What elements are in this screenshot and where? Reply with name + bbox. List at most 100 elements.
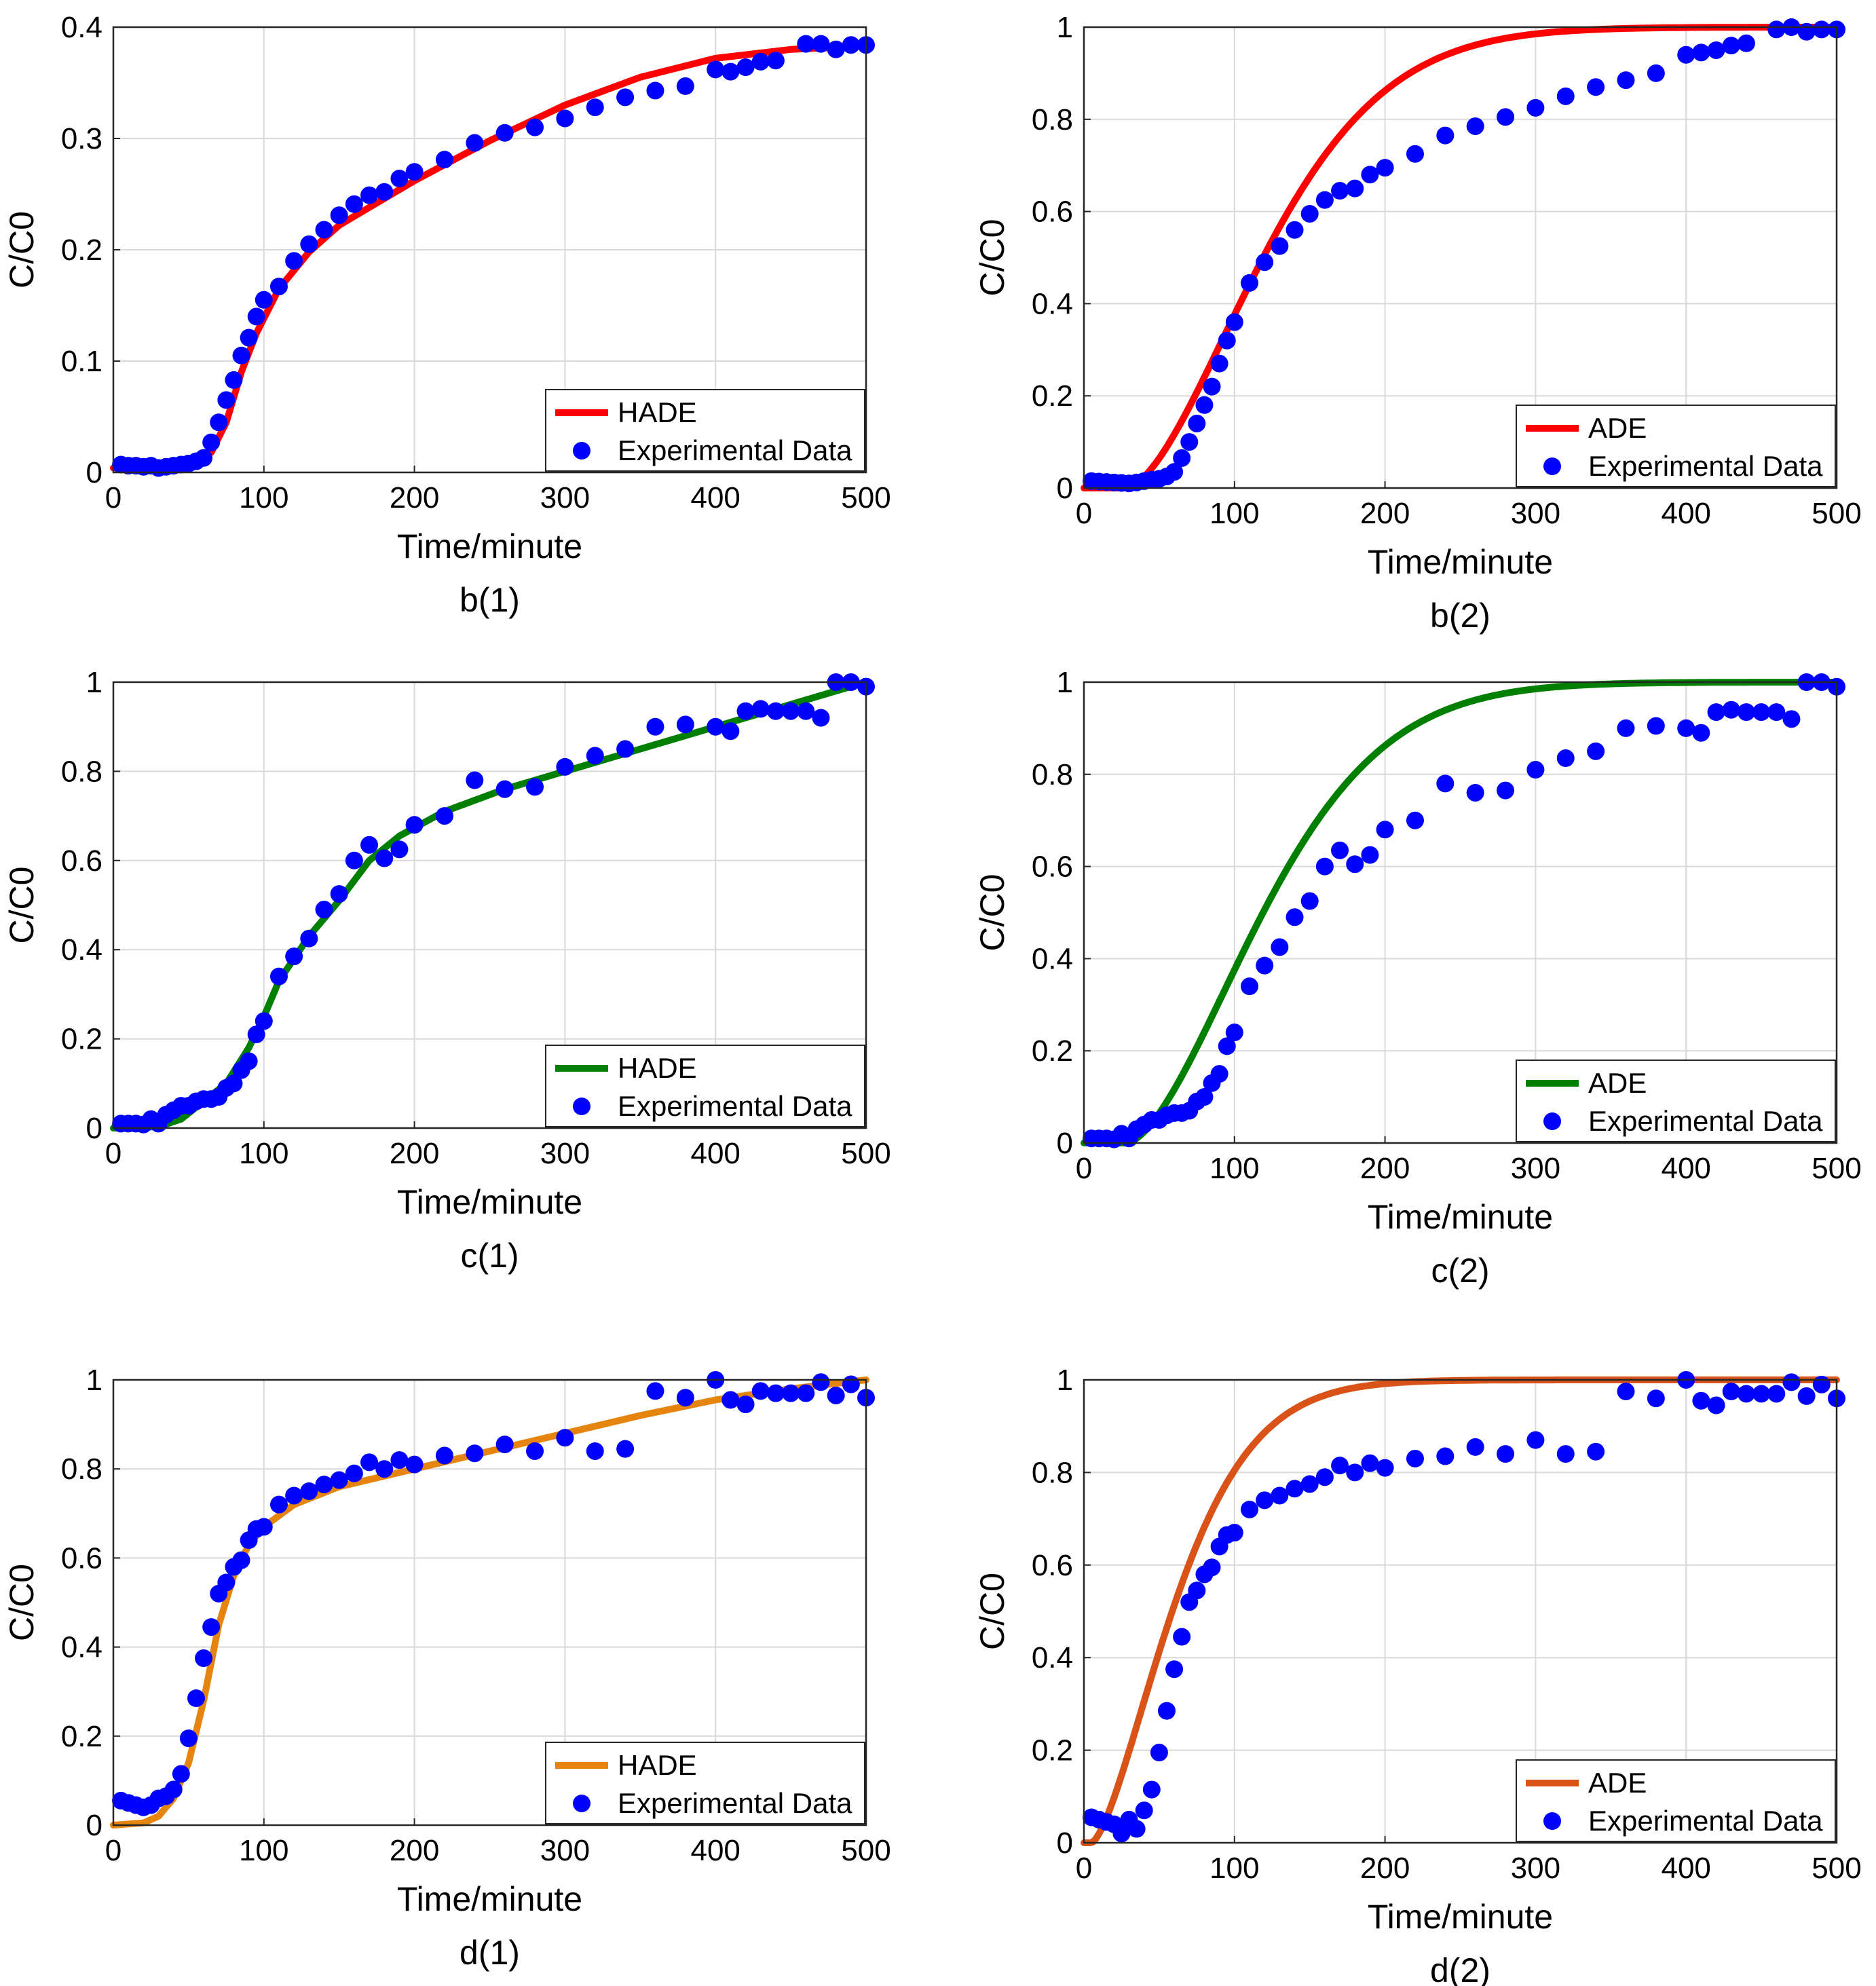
y-tick-label: 1 xyxy=(1057,11,1073,44)
data-point xyxy=(269,1495,288,1514)
data-point xyxy=(1797,1387,1816,1405)
y-tick-label: 0 xyxy=(86,456,102,489)
data-point xyxy=(1767,20,1786,39)
data-point xyxy=(526,1442,544,1460)
x-axis-label: Time/minute xyxy=(397,527,582,565)
data-point xyxy=(812,35,830,53)
data-point xyxy=(1173,1628,1191,1646)
data-point xyxy=(1722,37,1740,55)
data-point xyxy=(1165,463,1184,481)
y-tick-label: 0.6 xyxy=(61,844,102,878)
data-point xyxy=(646,81,664,100)
data-point xyxy=(330,885,348,903)
data-point xyxy=(797,1384,815,1402)
data-point xyxy=(172,1765,190,1783)
data-point xyxy=(1331,1457,1349,1475)
data-point xyxy=(1346,855,1364,874)
data-point xyxy=(300,235,318,253)
data-point xyxy=(466,134,484,152)
data-point xyxy=(1361,846,1379,864)
y-axis-label: C/C0 xyxy=(3,1564,41,1641)
data-point xyxy=(1737,703,1755,722)
legend-data-label: Experimental Data xyxy=(618,1090,852,1122)
data-point xyxy=(1376,1459,1394,1477)
data-point xyxy=(1767,703,1786,722)
legend-model-label: ADE xyxy=(1588,1067,1647,1099)
legend-point-swatch xyxy=(573,1098,590,1115)
data-point xyxy=(812,1373,830,1391)
data-point xyxy=(255,291,273,309)
x-tick-label: 200 xyxy=(1360,1152,1410,1185)
chart-caption: b(1) xyxy=(459,581,520,619)
data-point xyxy=(240,329,258,347)
data-point xyxy=(1497,108,1515,126)
data-point xyxy=(812,709,830,727)
data-point xyxy=(375,183,394,201)
data-point xyxy=(217,1573,236,1592)
data-point xyxy=(1315,857,1334,876)
x-tick-label: 300 xyxy=(540,1834,590,1867)
data-point xyxy=(556,757,574,776)
legend-box xyxy=(1516,1759,1836,1842)
data-point xyxy=(1127,1820,1146,1838)
legend: HADE Experimental Data xyxy=(545,1742,865,1824)
y-tick-label: 0.4 xyxy=(1032,1641,1073,1674)
data-point xyxy=(1286,908,1304,926)
y-tick-label: 1 xyxy=(86,1364,102,1397)
y-tick-label: 0 xyxy=(1057,472,1073,505)
data-point xyxy=(330,1471,348,1489)
x-tick-label: 100 xyxy=(1209,1152,1259,1185)
data-point xyxy=(1361,166,1379,184)
data-point xyxy=(1195,1088,1214,1106)
data-point xyxy=(1218,1037,1236,1055)
data-point xyxy=(1556,87,1575,105)
y-tick-label: 0.6 xyxy=(61,1541,102,1575)
legend: ADE Experimental Data xyxy=(1516,405,1836,487)
legend-point-swatch xyxy=(1543,1812,1561,1830)
data-point xyxy=(1677,719,1695,737)
data-point xyxy=(1195,396,1214,414)
data-point xyxy=(1300,204,1319,223)
data-point xyxy=(1225,313,1243,331)
y-axis-label: C/C0 xyxy=(973,1573,1011,1650)
y-tick-label: 0.8 xyxy=(61,1453,102,1486)
data-point xyxy=(1497,781,1515,800)
model-curve-hade xyxy=(110,42,869,472)
data-point xyxy=(1767,1385,1786,1403)
data-point xyxy=(1406,145,1424,163)
data-point xyxy=(1707,703,1725,722)
data-point xyxy=(495,1436,514,1454)
y-tick-label: 0.6 xyxy=(1032,195,1073,229)
legend-data-label: Experimental Data xyxy=(1588,1105,1823,1137)
data-point xyxy=(1526,98,1545,117)
chart-c2: 0 100 200 300 400 500 0 0.2 0.4 0.6 0.8 1 Time/minut… xyxy=(973,666,1862,1290)
data-point xyxy=(210,413,228,432)
data-point xyxy=(766,702,785,720)
data-point xyxy=(1135,1801,1153,1820)
axes-box xyxy=(112,1379,867,1826)
y-tick-label: 1 xyxy=(1057,666,1073,699)
data-point xyxy=(751,52,770,71)
x-tick-label: 0 xyxy=(105,1834,121,1867)
x-tick-label: 100 xyxy=(1209,1852,1259,1885)
data-point xyxy=(751,700,770,718)
data-point xyxy=(1707,1396,1725,1414)
data-point xyxy=(842,1375,860,1393)
data-point xyxy=(1218,331,1236,350)
data-point xyxy=(1315,191,1334,209)
x-tick-label: 300 xyxy=(1511,1152,1560,1185)
x-axis-label: Time/minute xyxy=(1368,1198,1553,1236)
data-point xyxy=(1677,45,1695,64)
data-point xyxy=(1617,71,1635,90)
chart-d2: 0 100 200 300 400 500 0 0.2 0.4 0.6 0.8 1 Time/minut… xyxy=(973,1364,1862,1986)
data-point xyxy=(676,77,694,95)
data-point xyxy=(616,88,635,107)
data-point xyxy=(495,124,514,142)
legend: ADE Experimental Data xyxy=(1516,1060,1836,1142)
legend-model-label: ADE xyxy=(1588,412,1647,444)
data-point xyxy=(751,1382,770,1400)
data-point xyxy=(797,35,815,53)
data-point xyxy=(390,840,409,859)
y-tick-label: 0.8 xyxy=(1032,758,1073,791)
data-point xyxy=(1587,78,1605,96)
